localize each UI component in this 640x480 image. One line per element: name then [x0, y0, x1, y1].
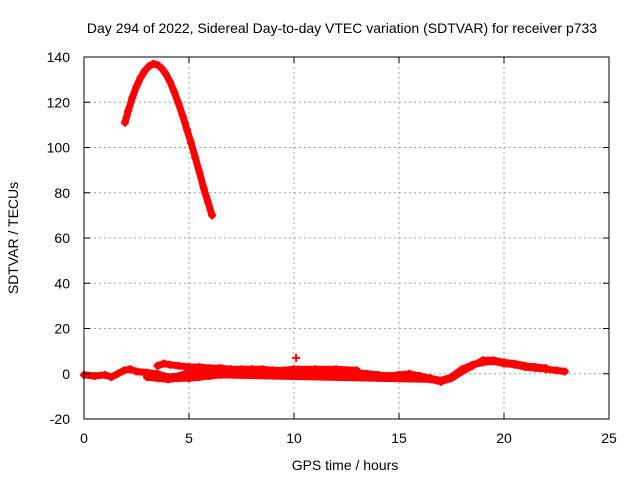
x-tick-label-15: 15 — [391, 430, 407, 446]
data-point-baseline-c-10 — [447, 374, 456, 383]
data-point-baseline-a-4 — [113, 369, 122, 378]
x-tick-label-20: 20 — [496, 430, 512, 446]
data-point-arc-high-2 — [128, 93, 137, 102]
data-point-baseline-c-2 — [164, 375, 172, 384]
data-point-baseline-b-3 — [174, 361, 183, 370]
data-point-arc-high-13 — [174, 99, 183, 108]
data-point-baseline-a-48 — [560, 367, 569, 376]
data-point-baseline-c-12 — [468, 361, 477, 370]
data-point-arc-high-15 — [182, 125, 191, 134]
data-point-arc-high-7 — [149, 59, 158, 68]
data-point-arc-high-18 — [195, 168, 204, 177]
data-point-baseline-a-6 — [126, 365, 135, 374]
data-point-baseline-b-1 — [159, 359, 168, 368]
data-point-baseline-a-2 — [101, 370, 109, 379]
axes: -20 0 20 40 60 80 100 120 140 0 5 10 15 20 25 — [47, 49, 617, 446]
data-point-baseline-c-14 — [489, 356, 498, 365]
data-point-arc-high-16 — [187, 139, 196, 147]
data-point-baseline-b-4 — [185, 363, 193, 371]
data-point-baseline-b-6 — [206, 364, 214, 373]
data-point-arc-high-14 — [178, 111, 187, 120]
y-tick-label-100: 100 — [47, 140, 71, 156]
data-point-arc-high-20 — [203, 197, 212, 206]
data-point-baseline-b-16 — [332, 365, 340, 374]
data-point-baseline-c-8 — [426, 375, 435, 384]
data-point-baseline-a-7 — [132, 367, 141, 376]
y-tick-label-40: 40 — [54, 275, 70, 291]
data-point-baseline-a-1 — [90, 372, 99, 380]
data-point-arc-high-1 — [124, 107, 133, 116]
data-point-baseline-a-47 — [552, 366, 561, 375]
data-point-baseline-b-7 — [216, 364, 225, 373]
data-point-baseline-b-15 — [311, 365, 319, 374]
data-point-arc-high-4 — [136, 73, 145, 82]
data-point-arc-high-17 — [191, 153, 200, 162]
y-tick-label-80: 80 — [54, 185, 70, 201]
x-tick-label-5: 5 — [185, 430, 193, 446]
data-point-baseline-b-2 — [166, 360, 175, 369]
data-point-baseline-c-19 — [542, 364, 550, 373]
y-tick-label-140: 140 — [47, 49, 71, 65]
data-point-arc-high-8 — [153, 60, 162, 69]
series-arc-high — [121, 59, 217, 220]
data-point-baseline-b-14 — [290, 365, 298, 374]
data-point-baseline-a-3 — [107, 373, 116, 382]
series-outlier — [292, 353, 301, 362]
data-point-baseline-c-18 — [531, 363, 540, 371]
data-point-baseline-c-6 — [206, 372, 214, 380]
data-point-arc-high-19 — [199, 184, 208, 193]
data-point-baseline-c-0 — [143, 373, 151, 382]
plot-area — [80, 59, 569, 386]
data-point-baseline-b-10 — [248, 365, 256, 374]
y-tick-label-0: 0 — [62, 366, 70, 382]
data-point-baseline-c-11 — [458, 367, 466, 376]
data-point-baseline-b-17 — [353, 366, 361, 375]
data-point-baseline-c-4 — [185, 374, 193, 383]
data-point-arc-high-12 — [170, 88, 179, 97]
y-axis-label: SDTVAR / TECUs — [5, 182, 21, 294]
data-point-baseline-c-15 — [500, 358, 508, 367]
data-point-baseline-a-5 — [119, 366, 128, 375]
data-point-baseline-c-5 — [195, 373, 204, 382]
data-point-baseline-b-5 — [195, 363, 204, 371]
data-point-baseline-c-7 — [216, 370, 225, 379]
x-tick-label-0: 0 — [80, 430, 88, 446]
data-point-outlier-0 — [292, 353, 301, 362]
data-point-baseline-c-9 — [437, 377, 445, 386]
x-tick-label-25: 25 — [601, 430, 617, 446]
data-point-baseline-c-16 — [510, 359, 519, 368]
series-baseline-b — [153, 359, 361, 375]
x-tick-label-10: 10 — [286, 430, 302, 446]
data-point-arc-high-0 — [121, 118, 129, 127]
data-point-baseline-b-0 — [153, 361, 162, 370]
y-tick-label--20: -20 — [50, 411, 70, 427]
y-tick-label-20: 20 — [54, 321, 70, 337]
data-point-arc-high-5 — [140, 66, 149, 75]
data-point-baseline-c-13 — [479, 356, 487, 365]
data-point-arc-high-11 — [166, 77, 175, 86]
y-tick-label-120: 120 — [47, 94, 71, 110]
data-point-baseline-c-1 — [153, 374, 162, 383]
data-point-arc-high-6 — [145, 62, 154, 71]
x-axis-label: GPS time / hours — [292, 457, 399, 473]
data-point-arc-high-21 — [208, 211, 217, 220]
data-point-arc-high-3 — [132, 82, 141, 91]
y-tick-label-60: 60 — [54, 230, 70, 246]
data-point-baseline-b-11 — [258, 365, 267, 374]
series-line-arc-high — [121, 60, 216, 219]
series-baseline-c — [143, 356, 550, 386]
chart-title: Day 294 of 2022, Sidereal Day-to-day VTE… — [87, 20, 597, 36]
data-point-arc-high-9 — [157, 64, 166, 73]
data-point-baseline-c-17 — [521, 361, 529, 370]
data-point-baseline-c-3 — [174, 374, 183, 383]
data-point-arc-high-10 — [161, 70, 170, 78]
